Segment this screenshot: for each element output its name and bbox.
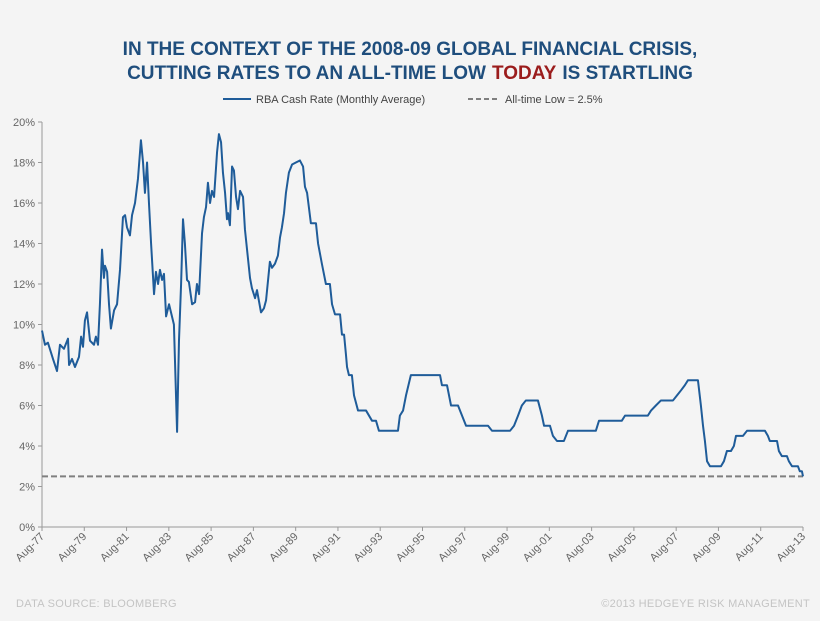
title-highlight: TODAY — [492, 63, 557, 84]
y-tick-label: 2% — [19, 482, 35, 494]
y-tick-label: 0% — [19, 522, 35, 534]
y-tick-label: 18% — [13, 158, 35, 170]
y-tick-label: 16% — [13, 198, 35, 210]
rate-line — [41, 133, 804, 477]
title-line-1: IN THE CONTEXT OF THE 2008-09 GLOBAL FIN… — [123, 39, 698, 60]
y-tick-label: 12% — [13, 279, 35, 291]
y-tick-label: 6% — [19, 401, 35, 413]
source-note: DATA SOURCE: BLOOMBERG — [16, 598, 177, 610]
y-tick-label: 8% — [19, 360, 35, 372]
y-tick-label: 14% — [13, 239, 35, 251]
title-line-2: CUTTING RATES TO AN ALL-TIME LOW TODAY IS … — [127, 63, 693, 84]
y-tick-label: 4% — [19, 441, 35, 453]
y-tick-label: 10% — [13, 320, 35, 332]
title-part: CUTTING RATES TO AN ALL-TIME LOW — [127, 63, 486, 84]
legend-label: All-time Low = 2.5% — [505, 94, 603, 106]
y-tick-label: 20% — [13, 117, 35, 129]
title-part: IS STARTLING — [562, 63, 693, 84]
credit-note: ©2013 HEDGEYE RISK MANAGEMENT — [601, 598, 810, 610]
legend-label: RBA Cash Rate (Monthly Average) — [256, 94, 425, 106]
